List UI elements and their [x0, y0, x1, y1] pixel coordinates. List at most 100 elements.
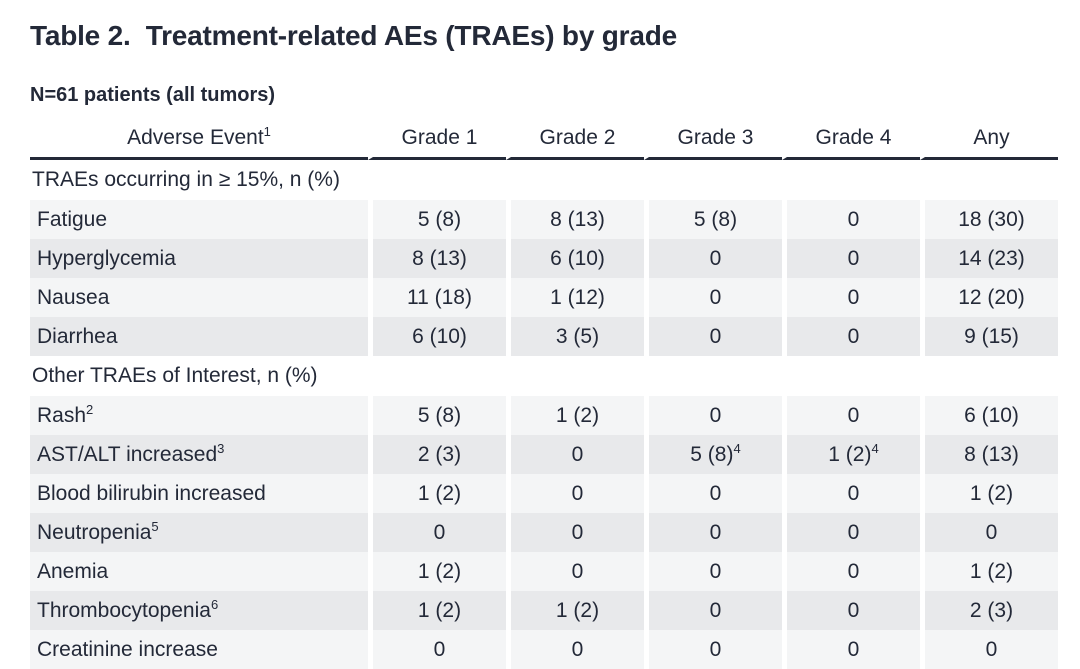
value-cell: 8 (13) [506, 200, 644, 239]
value-cell: 1 (2) [920, 474, 1058, 513]
value-cell: 0 [920, 513, 1058, 552]
value-cell: 0 [782, 239, 920, 278]
table-row: Diarrhea 6 (10) 3 (5) 0 0 9 (15) [30, 317, 1058, 356]
adverse-event-name: AST/ALT increased3 [30, 435, 368, 474]
value-cell: 8 (13) [368, 239, 506, 278]
column-header-grade-2: Grade 2 [506, 121, 644, 160]
column-header-any: Any [920, 121, 1058, 160]
value-cell: 0 [782, 513, 920, 552]
value-cell: 0 [506, 552, 644, 591]
adverse-event-name: Rash2 [30, 396, 368, 435]
adverse-event-name: Blood bilirubin increased [30, 474, 368, 513]
footnote-marker: 2 [86, 401, 94, 417]
value-cell: 5 (8)4 [644, 435, 782, 474]
column-header-grade-4: Grade 4 [782, 121, 920, 160]
value-cell: 9 (15) [920, 317, 1058, 356]
value-cell: 2 (3) [368, 435, 506, 474]
table-row: Creatinine increase 0 0 0 0 0 [30, 630, 1058, 669]
value-cell: 0 [506, 513, 644, 552]
value-cell: 1 (2)4 [782, 435, 920, 474]
value-cell: 11 (18) [368, 278, 506, 317]
section-header-row: Other TRAEs of Interest, n (%) [30, 356, 1058, 396]
adverse-event-name: Neutropenia5 [30, 513, 368, 552]
value-cell: 1 (2) [368, 591, 506, 630]
value-cell: 0 [644, 552, 782, 591]
value-cell: 0 [644, 239, 782, 278]
value-cell: 0 [920, 630, 1058, 669]
table-row: Thrombocytopenia6 1 (2) 1 (2) 0 0 2 (3) [30, 591, 1058, 630]
value-cell: 0 [644, 513, 782, 552]
table-body: TRAEs occurring in ≥ 15%, n (%) Fatigue 5 … [30, 160, 1058, 669]
value-cell: 0 [506, 630, 644, 669]
table-row: Neutropenia5 0 0 0 0 0 [30, 513, 1058, 552]
value-cell: 1 (2) [368, 474, 506, 513]
value-cell: 12 (20) [920, 278, 1058, 317]
adverse-events-table: Adverse Event1 Grade 1 Grade 2 Grade 3 G… [30, 121, 1058, 669]
value-cell: 1 (2) [368, 552, 506, 591]
adverse-event-name: Nausea [30, 278, 368, 317]
footnote-marker: 4 [871, 440, 879, 456]
value-cell: 0 [644, 278, 782, 317]
value-cell: 0 [644, 474, 782, 513]
value-cell: 0 [782, 278, 920, 317]
value-cell: 2 (3) [920, 591, 1058, 630]
section-label: TRAEs occurring in ≥ 15%, n (%) [30, 160, 1058, 200]
value-cell: 0 [368, 513, 506, 552]
value-cell: 0 [644, 591, 782, 630]
table-row: Anemia 1 (2) 0 0 0 1 (2) [30, 552, 1058, 591]
value-cell: 0 [644, 630, 782, 669]
value-cell: 0 [368, 630, 506, 669]
value-cell: 0 [644, 396, 782, 435]
value-cell: 5 (8) [644, 200, 782, 239]
adverse-event-name: Thrombocytopenia6 [30, 591, 368, 630]
section-header-row: TRAEs occurring in ≥ 15%, n (%) [30, 160, 1058, 200]
header-row: Adverse Event1 Grade 1 Grade 2 Grade 3 G… [30, 121, 1058, 160]
table-row: Hyperglycemia 8 (13) 6 (10) 0 0 14 (23) [30, 239, 1058, 278]
adverse-event-name: Creatinine increase [30, 630, 368, 669]
column-header-grade-3: Grade 3 [644, 121, 782, 160]
value-cell: 0 [782, 200, 920, 239]
value-cell: 14 (23) [920, 239, 1058, 278]
footnote-marker: 5 [151, 518, 159, 534]
value-cell: 0 [644, 317, 782, 356]
value-cell: 5 (8) [368, 396, 506, 435]
column-header-grade-1: Grade 1 [368, 121, 506, 160]
value-cell: 5 (8) [368, 200, 506, 239]
value-cell: 6 (10) [506, 239, 644, 278]
table-title: Table 2. Treatment-related AEs (TRAEs) b… [30, 20, 678, 51]
value-cell: 6 (10) [920, 396, 1058, 435]
screenshot-root: { "title": "Table 2. Treatment-related A… [30, 20, 1058, 669]
value-cell: 1 (2) [920, 552, 1058, 591]
value-cell: 8 (13) [920, 435, 1058, 474]
table-row: AST/ALT increased3 2 (3) 0 5 (8)4 1 (2)4 8 (1… [30, 435, 1058, 474]
footnote-marker: 4 [733, 440, 741, 456]
adverse-event-name: Hyperglycemia [30, 239, 368, 278]
value-cell: 0 [782, 317, 920, 356]
value-cell: 1 (2) [506, 591, 644, 630]
section-label: Other TRAEs of Interest, n (%) [30, 356, 1058, 396]
value-cell: 0 [782, 591, 920, 630]
adverse-event-name: Fatigue [30, 200, 368, 239]
table-row: Blood bilirubin increased 1 (2) 0 0 0 1 (2) [30, 474, 1058, 513]
column-header-label: Adverse Event [127, 126, 264, 149]
value-cell: 0 [782, 630, 920, 669]
value-cell: 0 [506, 474, 644, 513]
table-row: Rash2 5 (8) 1 (2) 0 0 6 (10) [30, 396, 1058, 435]
footnote-marker: 1 [263, 124, 271, 139]
value-cell: 1 (2) [506, 396, 644, 435]
table-row: Fatigue 5 (8) 8 (13) 5 (8) 0 18 (30) [30, 200, 1058, 239]
value-cell: 0 [782, 552, 920, 591]
value-cell: 18 (30) [920, 200, 1058, 239]
value-cell: 0 [782, 474, 920, 513]
table-subtitle: N=61 patients (all tumors) [30, 84, 276, 106]
column-header-adverse-event: Adverse Event1 [30, 121, 368, 160]
value-cell: 0 [782, 396, 920, 435]
value-cell: 0 [506, 435, 644, 474]
value-cell: 1 (12) [506, 278, 644, 317]
footnote-marker: 6 [210, 596, 219, 612]
value-cell: 6 (10) [368, 317, 506, 356]
adverse-event-name: Anemia [30, 552, 368, 591]
footnote-marker: 3 [217, 440, 225, 456]
value-cell: 3 (5) [506, 317, 644, 356]
